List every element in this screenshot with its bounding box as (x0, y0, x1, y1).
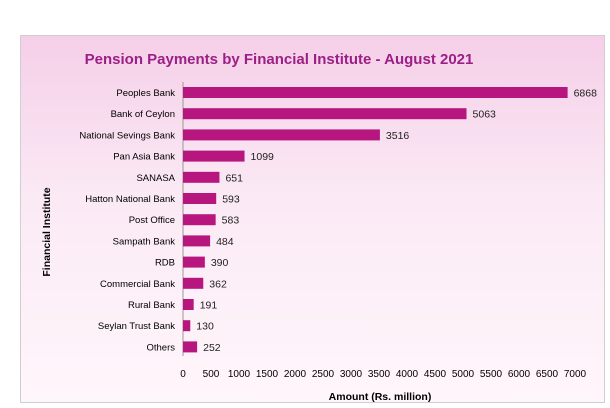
category-labels: Peoples Bank Bank of Ceylon National Sevin… (79, 88, 175, 353)
x-axis-title: Amount (Rs. million) (329, 391, 432, 403)
category-label: Hatton National Bank (85, 194, 175, 205)
category-label: Bank of Ceylon (111, 109, 175, 120)
bar (183, 277, 204, 289)
category-label: Others (146, 342, 175, 353)
x-tick-label: 500 (203, 369, 220, 380)
bar (183, 193, 217, 204)
category-label: Pan Asia Bank (113, 152, 175, 163)
x-tick-label: 1500 (256, 369, 279, 380)
bar (183, 87, 568, 98)
bar (183, 150, 245, 162)
bar (183, 341, 198, 353)
x-tick-label: 6500 (536, 369, 559, 380)
bar-chart: Pension Payments by Financial Institute … (41, 51, 597, 403)
category-label: Post Office (129, 215, 175, 226)
x-tick-label: 1000 (228, 369, 251, 380)
value-labels: 6868 5063 3516 1099 651 593 583 484 390 362 191 130… (196, 88, 597, 354)
category-label: National Sevings Bank (79, 130, 175, 141)
bar (183, 214, 216, 226)
value-label: 6868 (574, 88, 598, 100)
bar (183, 171, 220, 183)
bar (183, 256, 205, 268)
x-tick-label: 3500 (368, 369, 391, 380)
value-label: 3516 (386, 130, 410, 142)
x-tick-label: 3000 (340, 369, 363, 380)
value-label: 651 (225, 172, 243, 184)
value-label: 191 (200, 300, 218, 312)
chart-frame: Pension Payments by Financial Institute … (20, 35, 605, 403)
x-tick-labels: 0 500 1000 1500 2000 2500 3000 3500 4000 4500 5000… (180, 369, 586, 380)
x-tick-label: 4000 (396, 369, 419, 380)
bar (183, 108, 467, 120)
category-label: RDB (155, 258, 175, 269)
category-label: Sampath Bank (113, 236, 176, 247)
x-tick-label: 2500 (312, 369, 335, 380)
value-label: 130 (196, 321, 214, 333)
x-tick-label: 5500 (480, 369, 503, 380)
category-label: Seylan Trust Bank (98, 321, 175, 332)
category-label: SANASA (136, 173, 175, 184)
x-tick-label: 5000 (452, 369, 475, 380)
x-tick-label: 7000 (564, 369, 587, 380)
x-tick-label: 4500 (424, 369, 447, 380)
bars-group (183, 87, 568, 353)
chart-title: Pension Payments by Financial Institute … (85, 51, 474, 68)
value-label: 484 (216, 236, 234, 248)
bar (183, 235, 211, 247)
value-label: 1099 (251, 151, 275, 163)
category-label: Commercial Bank (100, 279, 175, 290)
bar (183, 320, 191, 332)
bar (183, 129, 380, 141)
x-tick-label: 2000 (284, 369, 307, 380)
x-tick-label: 0 (180, 369, 186, 380)
bar (183, 299, 194, 310)
x-tick-label: 6000 (508, 369, 531, 380)
category-label: Peoples Bank (116, 88, 175, 99)
category-label: Rural Bank (128, 300, 175, 311)
value-label: 252 (203, 342, 221, 354)
value-label: 390 (211, 257, 229, 269)
value-label: 362 (209, 278, 227, 290)
value-label: 593 (222, 194, 240, 206)
value-label: 583 (222, 215, 240, 227)
value-label: 5063 (473, 109, 497, 121)
y-axis-title: Financial Institute (41, 187, 53, 276)
